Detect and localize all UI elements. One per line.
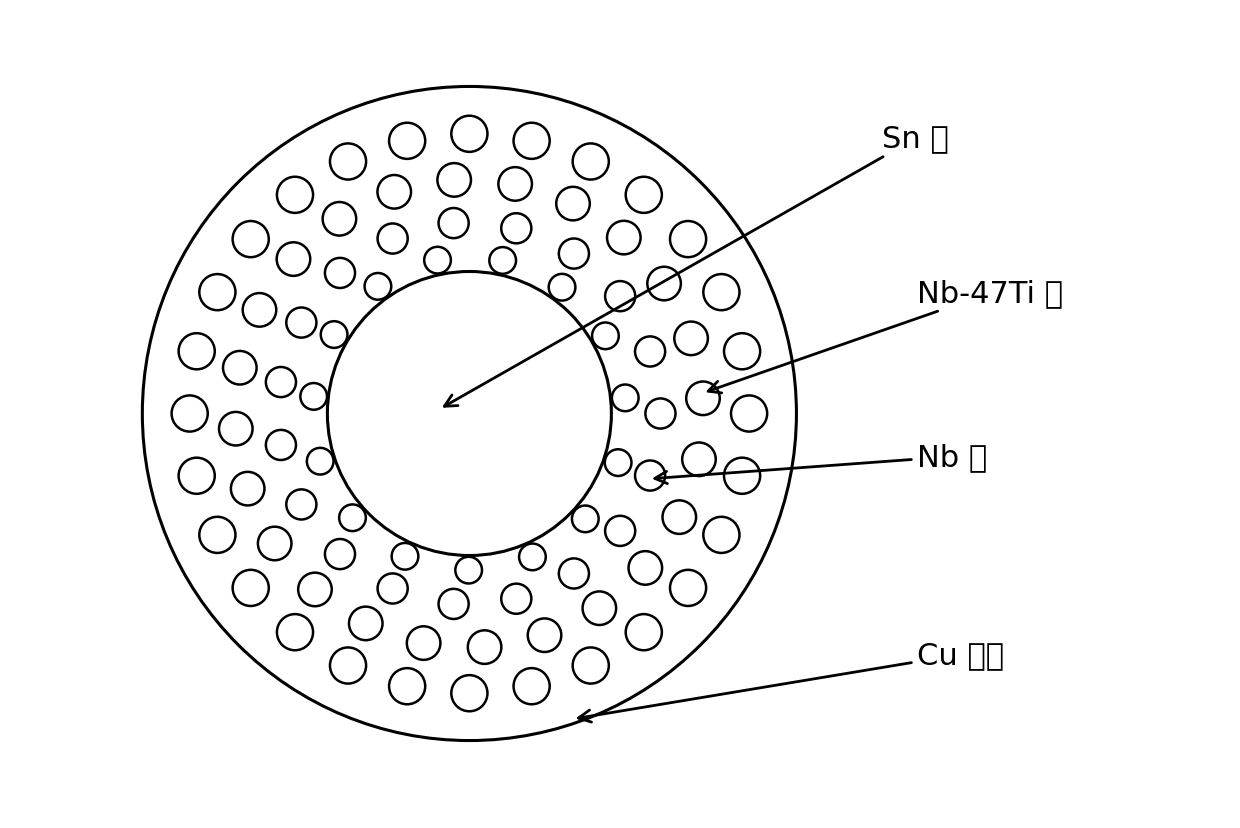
Circle shape — [286, 308, 316, 338]
Circle shape — [559, 239, 589, 269]
Circle shape — [501, 584, 532, 614]
Circle shape — [583, 592, 616, 625]
Circle shape — [243, 294, 277, 327]
Circle shape — [325, 539, 355, 570]
Circle shape — [662, 501, 696, 534]
Circle shape — [703, 518, 739, 553]
Circle shape — [629, 551, 662, 585]
Circle shape — [171, 396, 208, 432]
Circle shape — [682, 443, 715, 476]
Circle shape — [325, 258, 355, 289]
Circle shape — [321, 322, 347, 349]
Circle shape — [513, 668, 549, 705]
Circle shape — [573, 144, 609, 181]
Circle shape — [389, 668, 425, 705]
Circle shape — [451, 676, 487, 711]
Circle shape — [645, 399, 676, 429]
Circle shape — [451, 117, 487, 152]
Circle shape — [635, 337, 665, 367]
Circle shape — [389, 123, 425, 160]
Circle shape — [407, 627, 440, 660]
Circle shape — [501, 214, 532, 244]
Circle shape — [306, 448, 334, 475]
Circle shape — [286, 490, 316, 520]
Circle shape — [200, 518, 236, 553]
Circle shape — [365, 274, 392, 301]
Circle shape — [549, 275, 575, 301]
Circle shape — [605, 282, 635, 312]
Circle shape — [626, 614, 662, 651]
Circle shape — [724, 334, 760, 370]
Circle shape — [605, 450, 631, 476]
Circle shape — [424, 248, 451, 274]
Circle shape — [179, 334, 215, 370]
Circle shape — [732, 396, 768, 432]
Circle shape — [298, 573, 332, 606]
Circle shape — [223, 352, 257, 385]
Circle shape — [277, 614, 312, 651]
Circle shape — [670, 222, 706, 258]
Circle shape — [377, 574, 408, 604]
Text: Nb 棒: Nb 棒 — [655, 442, 987, 484]
Circle shape — [498, 168, 532, 201]
Circle shape — [179, 458, 215, 494]
Circle shape — [626, 177, 662, 214]
Circle shape — [330, 144, 366, 181]
Circle shape — [608, 222, 641, 255]
Circle shape — [455, 557, 482, 584]
Circle shape — [258, 527, 291, 561]
Text: Cu 基体: Cu 基体 — [579, 640, 1004, 722]
Circle shape — [219, 412, 253, 446]
Circle shape — [348, 607, 382, 640]
Circle shape — [686, 382, 719, 416]
Circle shape — [520, 544, 546, 570]
Circle shape — [557, 188, 590, 221]
Circle shape — [611, 385, 639, 412]
Circle shape — [490, 248, 516, 274]
Circle shape — [322, 203, 356, 236]
Circle shape — [670, 570, 706, 606]
Circle shape — [559, 559, 589, 589]
Circle shape — [591, 323, 619, 349]
Circle shape — [675, 322, 708, 356]
Circle shape — [703, 275, 739, 310]
Circle shape — [528, 619, 562, 652]
Circle shape — [572, 506, 599, 532]
Circle shape — [233, 570, 269, 606]
Circle shape — [231, 472, 264, 506]
Circle shape — [439, 209, 469, 238]
Circle shape — [377, 224, 408, 254]
Circle shape — [724, 458, 760, 494]
Circle shape — [647, 267, 681, 301]
Circle shape — [265, 431, 296, 460]
Circle shape — [277, 243, 310, 277]
Circle shape — [265, 368, 296, 397]
Circle shape — [635, 461, 665, 491]
Circle shape — [513, 123, 549, 160]
Text: Sn 棒: Sn 棒 — [444, 124, 950, 407]
Circle shape — [340, 505, 366, 532]
Text: Nb-47Ti 棒: Nb-47Ti 棒 — [708, 279, 1063, 393]
Circle shape — [438, 164, 471, 197]
Circle shape — [330, 647, 366, 684]
Circle shape — [605, 516, 635, 546]
Circle shape — [200, 275, 236, 310]
Circle shape — [233, 222, 269, 258]
Circle shape — [277, 177, 312, 214]
Circle shape — [573, 647, 609, 684]
Circle shape — [392, 543, 418, 570]
Circle shape — [377, 176, 410, 209]
Circle shape — [439, 590, 469, 619]
Circle shape — [467, 631, 501, 664]
Circle shape — [300, 383, 327, 410]
